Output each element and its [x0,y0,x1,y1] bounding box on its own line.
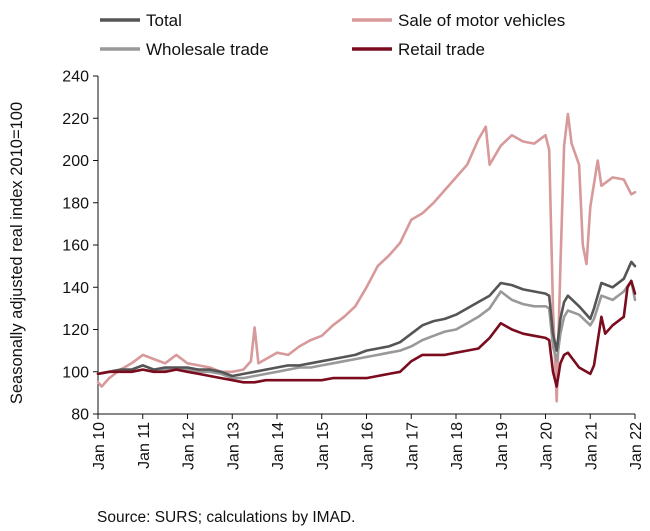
x-tick-label: Jan 13 [225,422,242,470]
source-note: Source: SURS; calculations by IMAD. [97,509,355,526]
series-line-retail-trade [96,279,637,388]
series-line-total [96,260,637,378]
legend-label-sale-of-motor-vehicles: Sale of motor vehicles [398,11,565,30]
x-tick-label: Jan 16 [360,422,377,470]
y-tick-label: 80 [71,407,89,424]
x-tick-label: Jan 17 [404,422,421,470]
x-tick-label: Jan 18 [449,422,466,470]
y-tick-label: 100 [62,364,89,381]
x-axis-ticks: Jan 10 Jan 11 Jan 12 Jan 13 Jan 14 Jan 15 Jan … [91,414,645,470]
y-tick-label: 200 [62,153,89,170]
legend-item-total: Total [100,11,182,30]
legend-item-sale-of-motor-vehicles: Sale of motor vehicles [352,11,565,30]
y-axis-ticks: 80 100 120 140 160 180 200 220 240 [62,69,98,424]
x-tick-label: Jan 10 [91,422,108,470]
x-tick-label: Jan 22 [628,422,645,470]
y-tick-label: 180 [62,195,89,212]
x-tick-label: Jan 15 [315,422,332,470]
legend-item-retail-trade: Retail trade [352,40,485,59]
x-tick-label: Jan 14 [270,422,287,470]
x-tick-label: Jan 12 [181,422,198,470]
series-lines [96,112,637,403]
legend-item-wholesale-trade: Wholesale trade [100,40,269,59]
legend-label-total: Total [146,11,182,30]
y-tick-label: 220 [62,111,89,128]
y-tick-label: 240 [62,69,89,86]
series-line-sale-of-motor-vehicles [96,112,637,403]
y-tick-label: 160 [62,238,89,255]
x-tick-label: Jan 11 [136,422,153,469]
y-tick-label: 140 [62,280,89,297]
legend-label-wholesale-trade: Wholesale trade [146,40,269,59]
x-tick-label: Jan 20 [539,422,556,470]
y-tick-label: 120 [62,322,89,339]
x-tick-label: Jan 19 [494,422,511,470]
series-line-wholesale-trade [96,279,637,380]
legend: Total Sale of motor vehicles Wholesale t… [100,11,565,59]
x-tick-label: Jan 21 [583,422,600,470]
legend-label-retail-trade: Retail trade [398,40,485,59]
y-axis-label: Seasonally adjusted real index 2010=100 [8,102,26,404]
